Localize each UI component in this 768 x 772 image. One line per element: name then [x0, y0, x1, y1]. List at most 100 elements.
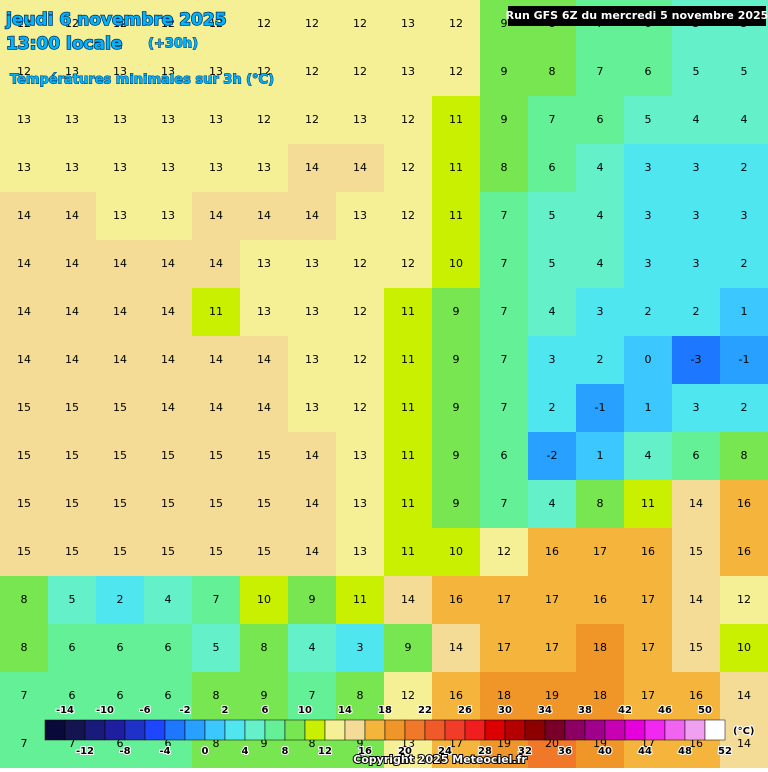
colorbar-tick-label: 28: [478, 746, 492, 757]
cell-value: 11: [401, 545, 415, 558]
cell-value: 15: [257, 545, 271, 558]
cell-value: 12: [257, 113, 271, 126]
cell-value: 14: [209, 401, 223, 414]
temperature-cell: [384, 528, 433, 577]
colorbar-bin: [344, 719, 366, 741]
cell-value: 7: [501, 305, 508, 318]
cell-value: 4: [309, 641, 316, 654]
temperature-cell: [480, 432, 529, 481]
temperature-cell: [384, 0, 433, 49]
colorbar-tick-label: -14: [56, 705, 74, 716]
cell-value: 15: [113, 497, 127, 510]
colorbar-bin: [364, 719, 386, 741]
temperature-cell: [624, 576, 673, 625]
temperature-cell: [672, 624, 721, 673]
temperature-cell: [432, 480, 481, 529]
cell-value: 8: [213, 689, 220, 702]
cell-value: 9: [261, 737, 268, 750]
temperature-cell: [192, 192, 241, 241]
temperature-cell: [624, 144, 673, 193]
cell-value: 15: [689, 641, 703, 654]
temperature-cell: [720, 576, 768, 625]
temperature-cell: [528, 96, 577, 145]
temperature-cell: [192, 144, 241, 193]
cell-value: 12: [353, 401, 367, 414]
cell-value: 12: [401, 689, 415, 702]
cell-value: 13: [113, 161, 127, 174]
cell-value: 14: [17, 257, 31, 270]
temperature-cell: [48, 240, 97, 289]
cell-value: 13: [161, 65, 175, 78]
temperature-cell: [624, 240, 673, 289]
cell-value: 14: [689, 497, 703, 510]
temperature-cell: [432, 288, 481, 337]
temperature-cell: [48, 96, 97, 145]
colorbar-bin: [684, 719, 706, 741]
cell-value: 2: [549, 401, 556, 414]
cell-value: 14: [161, 257, 175, 270]
cell-value: 8: [549, 65, 556, 78]
temperature-cell: [96, 624, 145, 673]
cell-value: 14: [65, 209, 79, 222]
temperature-cell: [144, 48, 193, 97]
cell-value: 12: [449, 65, 463, 78]
temperature-cell: [384, 576, 433, 625]
cell-value: 4: [597, 161, 604, 174]
cell-value: 8: [21, 593, 28, 606]
cell-value: 15: [689, 545, 703, 558]
temperature-cell: [480, 96, 529, 145]
colorbar-tick-label: -6: [139, 705, 150, 716]
cell-value: 10: [257, 593, 271, 606]
temperature-cell: [624, 192, 673, 241]
temperature-cell: [144, 432, 193, 481]
colorbar-bin: [704, 719, 726, 741]
temperature-cell: [336, 672, 385, 721]
colorbar-tick-label: -8: [119, 746, 130, 757]
temperature-cell: [384, 480, 433, 529]
temperature-cell: [0, 528, 49, 577]
temperature-cell: [720, 432, 768, 481]
temperature-cell: [48, 480, 97, 529]
cell-value: 13: [257, 257, 271, 270]
cell-value: 12: [353, 305, 367, 318]
cell-value: 4: [645, 449, 652, 462]
temperature-cell: [672, 576, 721, 625]
temperature-cell: [384, 144, 433, 193]
cell-value: 6: [501, 449, 508, 462]
temperature-cell: [480, 192, 529, 241]
temperature-cell: [480, 144, 529, 193]
cell-value: 17: [545, 641, 559, 654]
temperature-cell: [528, 192, 577, 241]
cell-value: 6: [165, 641, 172, 654]
temperature-cell: [528, 624, 577, 673]
cell-value: 15: [209, 545, 223, 558]
temperature-cell: [480, 672, 529, 721]
temperature-cell: [240, 288, 289, 337]
cell-value: 10: [449, 257, 463, 270]
temperature-cell: [432, 336, 481, 385]
temperature-cell: [96, 336, 145, 385]
temperature-cell: [528, 432, 577, 481]
temperature-cell: [288, 384, 337, 433]
cell-value: 18: [497, 689, 511, 702]
colorbar-tick-label: 38: [578, 705, 592, 716]
temperature-cell: [576, 384, 625, 433]
colorbar-tick-label: 14: [338, 705, 352, 716]
temperature-cell: [480, 576, 529, 625]
colorbar-bin: [304, 719, 326, 741]
cell-value: 11: [449, 113, 463, 126]
colorbar-bin: [424, 719, 446, 741]
temperature-cell: [240, 528, 289, 577]
cell-value: 14: [209, 257, 223, 270]
colorbar-tick-label: 6: [262, 705, 269, 716]
temperature-cell: [480, 288, 529, 337]
cell-value: 14: [65, 305, 79, 318]
cell-value: 15: [161, 497, 175, 510]
cell-value: 2: [645, 305, 652, 318]
lead-time: (+30h): [148, 37, 198, 52]
temperature-cell: [192, 528, 241, 577]
temperature-cell: [576, 96, 625, 145]
temperature-cell: [0, 288, 49, 337]
colorbar-bin: [204, 719, 226, 741]
temperature-cell: [0, 48, 49, 97]
